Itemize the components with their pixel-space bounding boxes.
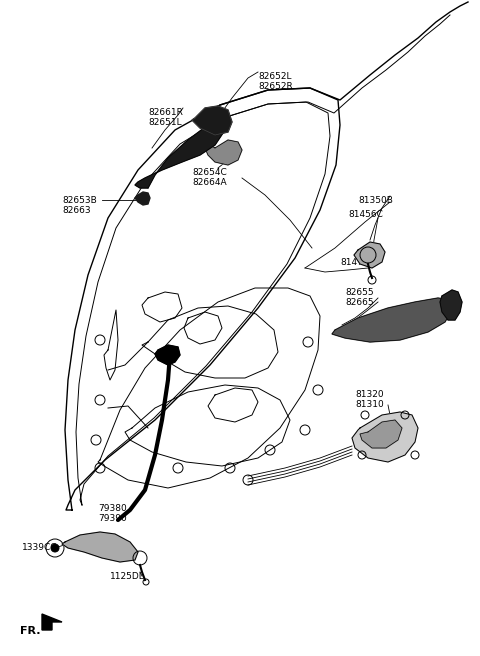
Text: 81456C: 81456C (348, 210, 383, 219)
Polygon shape (360, 420, 402, 448)
Text: 81350B: 81350B (358, 196, 393, 205)
Text: 1125DL: 1125DL (110, 572, 145, 581)
Polygon shape (205, 140, 242, 165)
Text: 81320
81310: 81320 81310 (355, 390, 384, 409)
Polygon shape (135, 115, 228, 188)
Text: 82653B
82663: 82653B 82663 (62, 196, 97, 215)
Text: 82652L
82652R: 82652L 82652R (258, 72, 293, 91)
Text: 1339CC: 1339CC (22, 543, 58, 552)
Polygon shape (352, 412, 418, 462)
Polygon shape (42, 614, 62, 630)
Polygon shape (192, 106, 232, 135)
Polygon shape (332, 298, 452, 342)
Text: 82655
82665: 82655 82665 (345, 288, 373, 308)
Circle shape (51, 544, 59, 552)
Polygon shape (135, 192, 150, 205)
Text: FR.: FR. (20, 626, 40, 636)
Text: 82654C
82664A: 82654C 82664A (192, 168, 227, 188)
Text: 79380
79390: 79380 79390 (98, 504, 127, 523)
Polygon shape (155, 345, 180, 365)
Text: 81477: 81477 (340, 258, 369, 267)
Polygon shape (354, 242, 385, 268)
Polygon shape (440, 290, 462, 320)
Text: 82661R
82651L: 82661R 82651L (148, 108, 183, 127)
Polygon shape (62, 532, 138, 562)
